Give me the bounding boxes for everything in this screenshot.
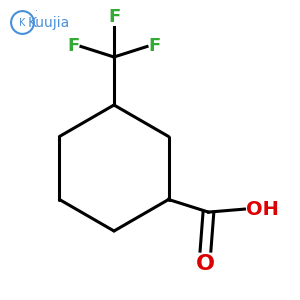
Text: Kuujia: Kuujia bbox=[28, 16, 70, 29]
Text: O: O bbox=[196, 254, 215, 274]
Text: F: F bbox=[67, 38, 80, 56]
Text: F: F bbox=[148, 38, 161, 56]
Text: F: F bbox=[108, 8, 120, 26]
Text: K: K bbox=[19, 17, 26, 28]
Text: OH: OH bbox=[246, 200, 279, 219]
Text: ·: · bbox=[35, 6, 38, 16]
